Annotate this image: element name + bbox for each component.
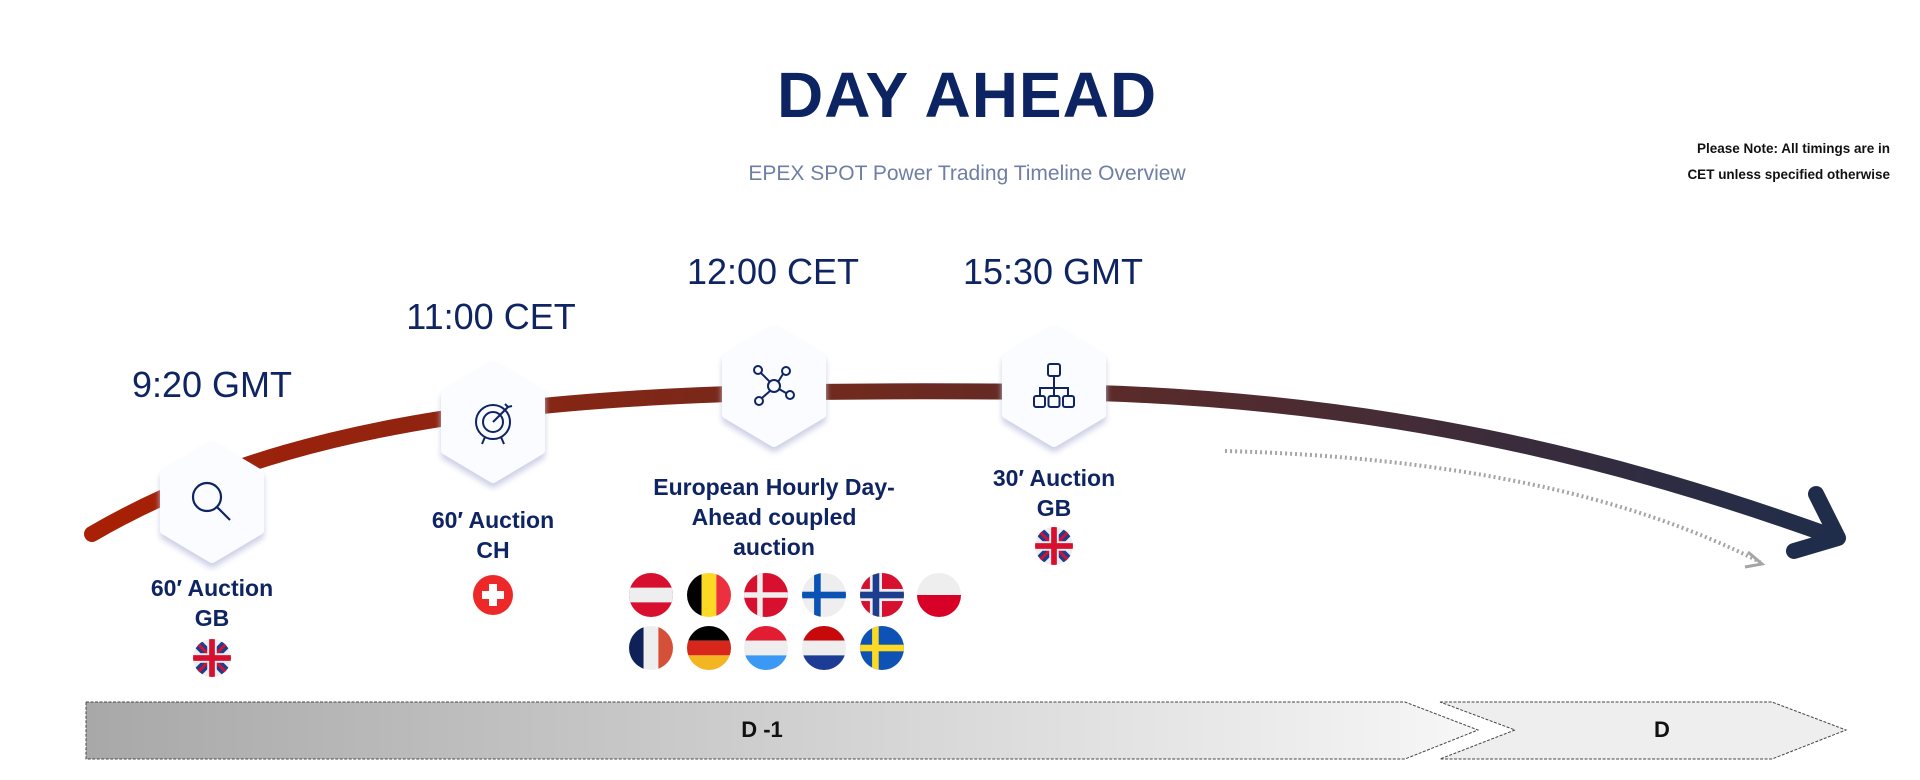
label-line: auction	[733, 534, 815, 560]
flag-dk-icon	[744, 573, 788, 617]
label-line: CH	[476, 537, 510, 563]
milestone-time-2: 11:00 CET	[406, 296, 576, 337]
page-title: DAY AHEAD	[776, 59, 1158, 131]
search-icon	[191, 481, 231, 521]
hierarchy-icon	[1033, 363, 1075, 408]
phase-label-d: D	[1654, 717, 1670, 742]
flag-fi-icon	[802, 573, 846, 617]
dotted-arc	[1224, 449, 1761, 564]
flag-de-icon	[687, 626, 731, 670]
network-icon	[753, 365, 795, 406]
milestone-label-3: European Hourly Day- Ahead coupled aucti…	[653, 472, 895, 562]
flag-gb-icon	[1035, 527, 1073, 565]
phase-label-d-minus-1: D -1	[741, 717, 783, 742]
flag-nl-icon	[802, 626, 846, 670]
milestone-time-3: 12:00 CET	[686, 251, 860, 292]
milestone-label-4: 30′ Auction GB	[993, 463, 1115, 523]
milestone-badge	[160, 441, 264, 563]
target-icon	[475, 403, 513, 445]
flag-fr-icon	[629, 626, 673, 670]
dotted-arc-arrowhead	[1744, 550, 1766, 569]
timing-note: Please Note: All timings are in CET unle…	[1650, 136, 1890, 188]
flag-se-icon	[860, 626, 904, 670]
flag-ch-icon	[473, 575, 513, 615]
phase-bar-d	[1439, 701, 1848, 760]
timing-note-line1: Please Note: All timings are in	[1696, 141, 1890, 156]
timing-note-line2: CET unless specified otherwise	[1687, 167, 1890, 182]
milestone-time-4: 15:30 GMT	[962, 251, 1144, 292]
milestone-label-1: 60′ Auction GB	[151, 573, 273, 633]
flag-lu-icon	[744, 626, 788, 670]
flag-be-icon	[687, 573, 731, 617]
milestone-badge	[722, 325, 826, 447]
flag-pl-icon	[917, 573, 961, 617]
label-line: European Hourly Day-	[653, 474, 895, 500]
flag-at-icon	[629, 573, 673, 617]
flag-no-icon	[860, 573, 904, 617]
label-line: GB	[1036, 495, 1072, 521]
timeline-arrowhead	[1786, 486, 1846, 559]
milestone-badge	[441, 361, 545, 483]
label-line: GB	[194, 605, 230, 631]
flag-gb-icon	[193, 639, 231, 677]
milestone-label-2: 60′ Auction CH	[432, 505, 554, 565]
timeline-curve	[84, 383, 1842, 545]
milestone-badge	[1002, 325, 1106, 447]
page-subtitle: EPEX SPOT Power Trading Timeline Overvie…	[748, 162, 1186, 185]
phase-bar-d-minus-1	[85, 701, 1480, 760]
label-line: Ahead coupled	[691, 504, 857, 530]
milestone-time-1: 9:20 GMT	[131, 364, 293, 405]
label-line: 60′ Auction	[150, 575, 274, 601]
label-line: 60′ Auction	[431, 507, 555, 533]
label-line: 30′ Auction	[992, 465, 1116, 491]
